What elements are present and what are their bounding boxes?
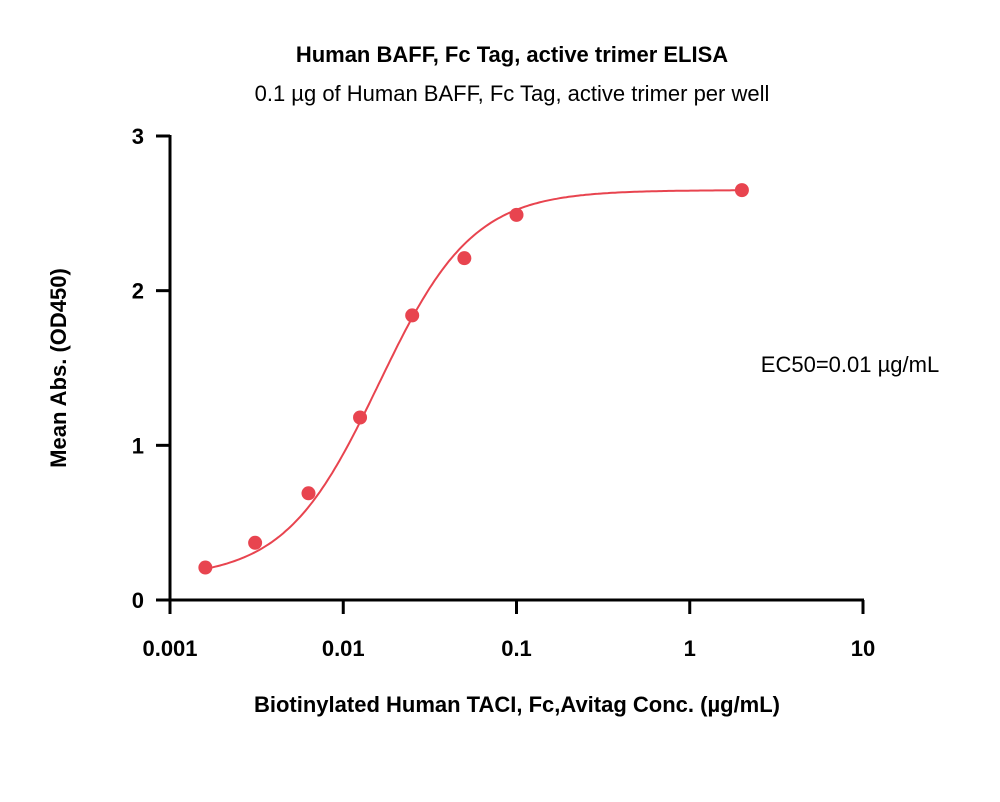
x-tick-label: 0.1 bbox=[501, 636, 532, 661]
x-tick-label: 1 bbox=[684, 636, 696, 661]
fit-curve-layer bbox=[205, 189, 742, 570]
x-tick-label: 0.001 bbox=[142, 636, 197, 661]
x-tick-label: 0.01 bbox=[322, 636, 365, 661]
data-point bbox=[248, 535, 263, 550]
data-point bbox=[301, 486, 316, 501]
ec50-annotation: EC50=0.01 µg/mL bbox=[761, 352, 939, 377]
data-point bbox=[457, 251, 472, 266]
data-point bbox=[198, 560, 213, 575]
y-tick-label: 0 bbox=[132, 588, 144, 613]
y-axis-label: Mean Abs. (OD450) bbox=[46, 268, 71, 468]
chart-title: Human BAFF, Fc Tag, active trimer ELISA bbox=[296, 42, 728, 67]
y-tick-label: 2 bbox=[132, 279, 144, 304]
y-tick-label: 1 bbox=[132, 433, 144, 458]
y-tick-label: 3 bbox=[132, 124, 144, 149]
data-point bbox=[509, 207, 524, 222]
data-point bbox=[405, 308, 420, 323]
data-point bbox=[353, 410, 368, 425]
chart-subtitle: 0.1 µg of Human BAFF, Fc Tag, active tri… bbox=[255, 81, 770, 106]
data-point bbox=[734, 183, 749, 198]
fit-curve bbox=[205, 189, 742, 570]
x-axis-label: Biotinylated Human TACI, Fc,Avitag Conc.… bbox=[254, 692, 780, 717]
axes: 0.001 0.01 0.1 1 10 0 1 2 3 bbox=[132, 124, 875, 661]
x-tick-label: 10 bbox=[851, 636, 875, 661]
data-points-layer bbox=[198, 183, 749, 575]
